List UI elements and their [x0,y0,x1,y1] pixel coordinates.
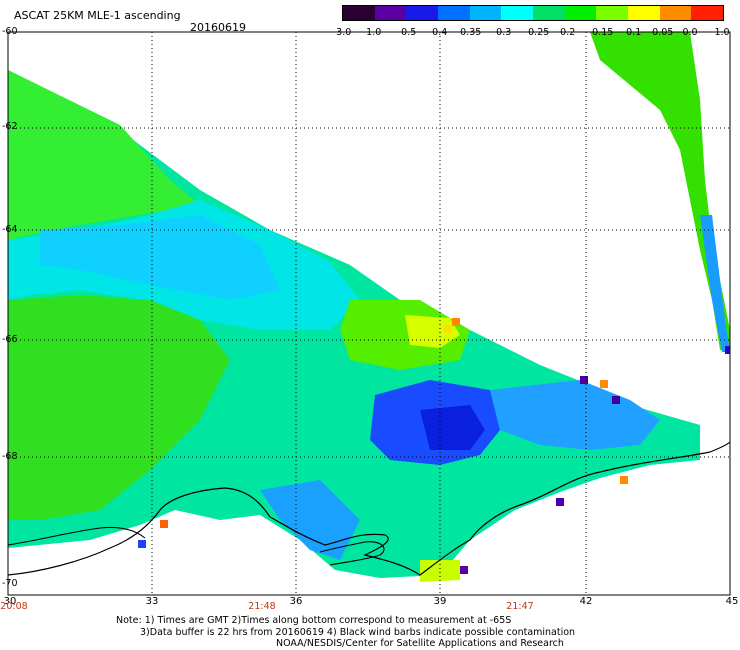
swath-northeast [590,32,730,352]
lightblue-patch [40,215,280,300]
colorbar [342,5,724,21]
colorbar-swatch [438,6,470,20]
colorbar-label: -0.2 [556,27,576,38]
colorbar-swatch [596,6,629,20]
colorbar-swatch [406,6,439,20]
colorbar-swatch [659,6,692,20]
colorbar-swatch [343,6,375,20]
accent-cell [160,520,168,528]
colorbar-swatch [628,6,660,20]
accent-cell [600,380,608,388]
colorbar-label: -0.05 [648,27,674,38]
coastline-segment [7,526,146,546]
lat-lon-grid [8,32,730,595]
colorbar-label: 1.0 [714,27,730,38]
time-label: 20:08 [0,601,28,612]
colorbar-label: -1.0 [362,27,382,38]
blue-coast-patch [260,480,360,560]
colorbar-label: -0.25 [524,27,550,38]
green-patch-2 [8,295,230,520]
colorbar-label: -0.1 [622,27,642,38]
longitude-label: 42 [579,596,593,607]
colorbar-label: -0.5 [397,27,417,38]
accent-cell [612,396,620,404]
green-patch [8,70,200,240]
accent-cell [138,540,146,548]
accent-cell [556,498,564,506]
footnote: Note: 1) Times are GMT 2)Times along bot… [116,615,575,650]
accent-cell [725,346,730,354]
colorbar-label: -0.3 [492,27,512,38]
coastline-segment [319,541,385,566]
longitude-label: 45 [725,596,739,607]
footnote-line-1: Note: 1) Times are GMT 2)Times along bot… [116,615,512,626]
chart-title: ASCAT 25KM MLE-1 ascending [14,9,181,22]
footnote-line-3: NOAA/NESDIS/Center for Satellite Applica… [276,638,564,649]
blue-edge-patch [700,215,730,352]
time-label: 21:48 [248,601,276,612]
longitude-label: 30 [3,596,17,607]
colorbar-swatch [469,6,502,20]
darkblue-patch [420,405,485,450]
yellow-patch [405,315,460,348]
colorbar-swatch [374,6,407,20]
latitude-label: -66 [2,334,18,345]
colorbar-swatch [691,6,724,20]
colorbar-label: -3.0 [332,27,352,38]
latitude-label: -60 [2,26,18,37]
chart-date: 20160619 [190,21,246,34]
coastline [7,441,731,576]
colorbar-swatch [564,6,597,20]
accent-cell [444,325,452,333]
latitude-label: -68 [2,451,18,462]
scatterometer-swaths [8,32,730,582]
colorbar-swatch [533,6,565,20]
accent-cell [580,376,588,384]
longitude-label: 39 [433,596,447,607]
colorbar-swatch [501,6,534,20]
antarctic-coastline [7,441,731,576]
colorbar-labels: -3.0 -1.0 -0.5 -0.4 -0.35 -0.3 -0.25 -0.2 -0.15-… [330,27,740,39]
accent-cell [620,476,628,484]
latitude-label: -62 [2,121,18,132]
colorbar-label: 0.0 [682,27,698,38]
accent-cell [460,566,468,574]
colorbar-label: -0.35 [456,27,482,38]
longitude-label: 36 [289,596,303,607]
longitude-label: 33 [145,596,159,607]
plot-frame [7,31,731,596]
yellow-coast-patch [420,560,460,582]
time-label: 21:47 [506,601,534,612]
colorbar-label: -0.15 [588,27,614,38]
latitude-label: -64 [2,224,18,235]
colorbar-label: -0.4 [428,27,448,38]
footnote-line-2: 3)Data buffer is 22 hrs from 20160619 4)… [140,626,576,638]
latitude-label: -70 [2,578,18,589]
accent-cell [452,318,460,326]
